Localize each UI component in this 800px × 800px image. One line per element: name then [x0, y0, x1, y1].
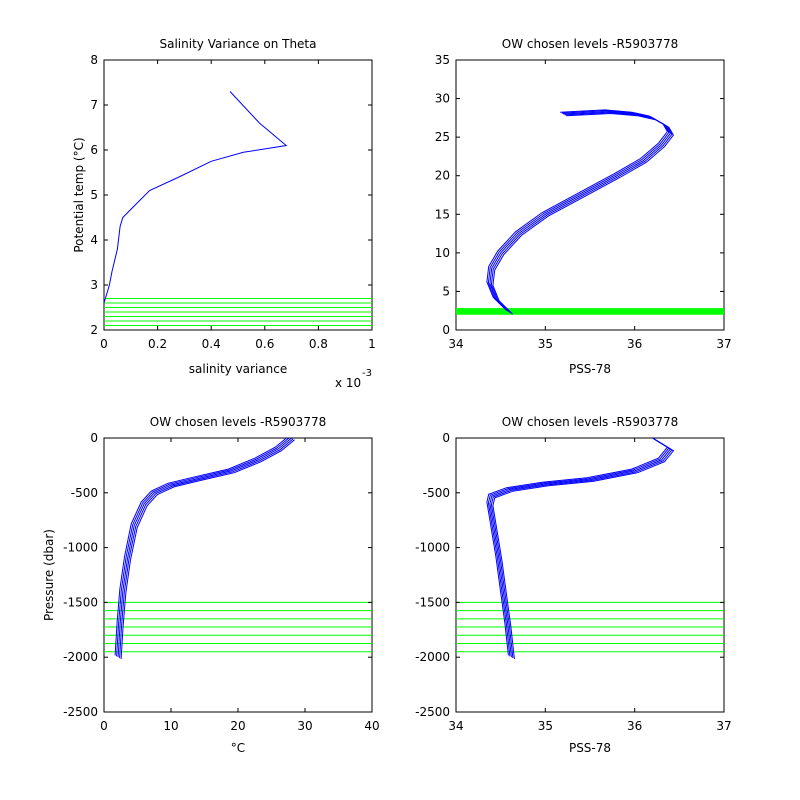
y-tick-label: 30: [435, 92, 450, 106]
x-exponent-label: x 10: [335, 376, 361, 390]
panel-title: OW chosen levels -R5903778: [502, 415, 678, 429]
data-lines: [486, 109, 675, 315]
profile-line: [492, 439, 675, 660]
x-tick-label: 0: [100, 337, 108, 351]
x-axis-label: PSS-78: [569, 741, 611, 755]
y-tick-label: 3: [90, 278, 98, 292]
x-tick-label: 36: [627, 337, 642, 351]
chosen-levels: [456, 308, 724, 315]
salinity-pressure-panel: 34 35 36 37 -2500 -2000 -1500 -1000 -500 0 OW ch…: [415, 415, 732, 755]
y-tick-label: 8: [90, 53, 98, 67]
x-tick-label: 40: [364, 719, 379, 733]
y-tick-label: -1500: [415, 595, 450, 609]
x-tick-label: 0.8: [309, 337, 328, 351]
x-exponent-power: -3: [362, 368, 372, 379]
profile-line: [492, 112, 675, 315]
chosen-levels: [104, 601, 372, 653]
y-tick-label: 15: [435, 207, 450, 221]
profile-line: [117, 438, 292, 658]
x-tick-label: 35: [538, 719, 553, 733]
y-ticks: 2 3 4 5 6 7 8: [90, 53, 372, 337]
profile-line: [490, 112, 673, 314]
profile-line: [489, 111, 672, 313]
profile-line: [489, 438, 672, 658]
profile-line: [119, 438, 294, 659]
x-tick-label: 10: [163, 719, 178, 733]
chosen-levels: [104, 298, 372, 326]
plot-area: [455, 59, 725, 331]
profile-line: [487, 110, 670, 312]
panel-title: OW chosen levels -R5903778: [150, 415, 326, 429]
profile-line: [490, 438, 673, 659]
y-tick-label: 7: [90, 98, 98, 112]
x-ticks: 0 0.2 0.4 0.6 0.8 1: [100, 60, 376, 351]
x-tick-label: 0.4: [202, 337, 221, 351]
x-axis-label: °C: [231, 741, 245, 755]
profile-line: [486, 109, 669, 311]
x-ticks: 34 35 36 37: [448, 438, 732, 733]
profile-line: [104, 91, 288, 304]
data-lines: [114, 438, 295, 660]
profile-line: [487, 438, 670, 657]
x-tick-label: 37: [716, 337, 731, 351]
variance-panel: 0 0.2 0.4 0.6 0.8 1 2 3 4 5 6 7 8 Salinity Variance…: [72, 37, 376, 390]
panel-title: OW chosen levels -R5903778: [502, 37, 678, 51]
x-tick-label: 0: [100, 719, 108, 733]
y-axis-label: Potential temp (°C): [72, 137, 86, 252]
profile-line: [486, 438, 669, 656]
x-ticks: 34 35 36 37: [448, 60, 732, 351]
y-tick-label: 35: [435, 53, 450, 67]
y-tick-label: -2500: [63, 705, 98, 719]
y-axis-label: Pressure (dbar): [42, 529, 56, 621]
y-tick-label: 2: [90, 323, 98, 337]
theta-salinity-panel: 34 35 36 37 0 5 10 15 20 25 30 35 OW chosen levels…: [435, 37, 732, 376]
y-tick-label: -500: [423, 486, 450, 500]
y-tick-label: 10: [435, 246, 450, 260]
y-tick-label: -2000: [415, 650, 450, 664]
y-tick-label: 6: [90, 143, 98, 157]
x-tick-label: 0.6: [255, 337, 274, 351]
x-tick-label: 35: [538, 337, 553, 351]
y-tick-label: -1000: [415, 541, 450, 555]
profile-line: [114, 438, 288, 656]
y-tick-label: 25: [435, 130, 450, 144]
y-tick-label: 0: [442, 323, 450, 337]
y-tick-label: 4: [90, 233, 98, 247]
y-tick-label: 5: [442, 284, 450, 298]
plot-area: [103, 437, 373, 713]
x-tick-label: 1: [368, 337, 376, 351]
x-ticks: 0 10 20 30 40: [100, 438, 380, 733]
y-tick-label: 0: [442, 431, 450, 445]
x-tick-label: 34: [448, 337, 463, 351]
y-tick-label: 0: [90, 431, 98, 445]
plot-area: [103, 59, 373, 331]
chosen-levels: [456, 601, 724, 653]
x-tick-label: 34: [448, 719, 463, 733]
y-tick-label: 5: [90, 188, 98, 202]
y-ticks: 0 5 10 15 20 25 30 35: [435, 53, 724, 337]
data-lines: [104, 91, 288, 304]
panel-title: Salinity Variance on Theta: [160, 37, 317, 51]
x-tick-label: 0.2: [148, 337, 167, 351]
y-tick-label: -1500: [63, 595, 98, 609]
y-tick-label: -2000: [63, 650, 98, 664]
data-lines: [486, 438, 675, 660]
profile-line: [120, 439, 295, 660]
x-tick-label: 37: [716, 719, 731, 733]
y-ticks: -2500 -2000 -1500 -1000 -500 0: [415, 431, 724, 719]
profile-line: [116, 438, 290, 657]
y-tick-label: 20: [435, 169, 450, 183]
temperature-pressure-panel: 0 10 20 30 40 -2500 -2000 -1500 -1000 -500 0 OW c…: [42, 415, 380, 755]
x-axis-label: salinity variance: [189, 362, 288, 376]
y-ticks: -2500 -2000 -1500 -1000 -500 0: [63, 431, 372, 719]
y-tick-label: -1000: [63, 541, 98, 555]
y-tick-label: -500: [71, 486, 98, 500]
x-tick-label: 30: [297, 719, 312, 733]
y-tick-label: -2500: [415, 705, 450, 719]
x-tick-label: 36: [627, 719, 642, 733]
x-tick-label: 20: [230, 719, 245, 733]
x-axis-label: PSS-78: [569, 362, 611, 376]
